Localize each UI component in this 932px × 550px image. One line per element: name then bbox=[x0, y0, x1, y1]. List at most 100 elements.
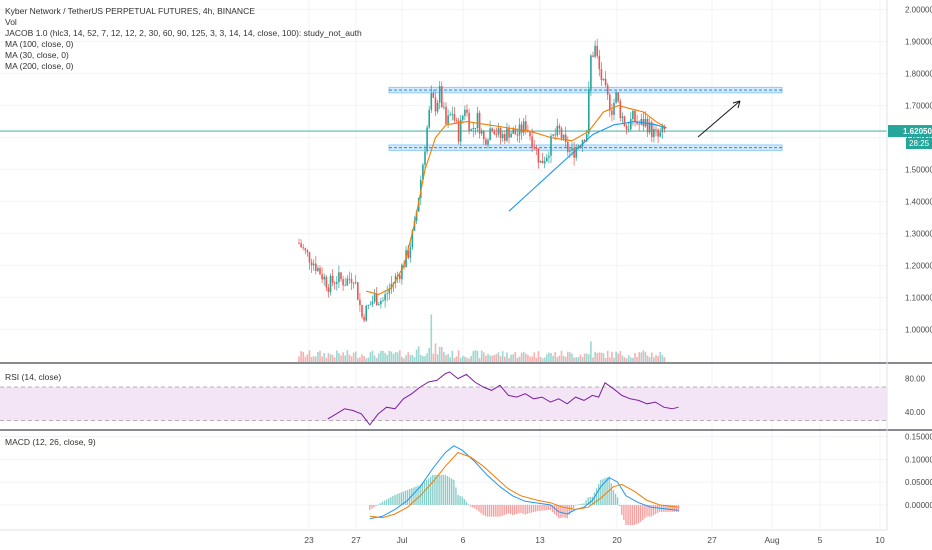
macd-histogram-bar bbox=[675, 504, 678, 512]
volume-bar bbox=[336, 350, 338, 362]
x-tick-label: 5 bbox=[818, 535, 823, 545]
candle-body bbox=[609, 94, 611, 111]
volume-bar bbox=[659, 351, 661, 362]
volume-bar bbox=[325, 357, 328, 362]
volume-bar bbox=[642, 350, 645, 362]
volume-bar bbox=[462, 355, 464, 362]
signal-line bbox=[369, 451, 679, 519]
macd-histogram-bar bbox=[467, 504, 470, 505]
volume-bar bbox=[573, 357, 575, 362]
volume-bar bbox=[522, 351, 525, 362]
macd-histogram-bar bbox=[642, 504, 644, 520]
volume-bar bbox=[401, 357, 403, 362]
macd-histogram-bar bbox=[667, 504, 669, 512]
volume-bar bbox=[367, 357, 370, 362]
macd-histogram-bar bbox=[388, 498, 390, 505]
volume-bar bbox=[417, 346, 420, 362]
volume-bar bbox=[319, 350, 321, 362]
candle-body bbox=[573, 148, 575, 158]
macd-histogram-bar bbox=[589, 496, 591, 505]
macd-histogram-bar bbox=[568, 504, 570, 515]
volume-bar bbox=[636, 356, 638, 362]
macd-histogram-bar bbox=[614, 493, 617, 505]
macd-histogram-bar bbox=[379, 503, 381, 505]
macd-histogram-bar bbox=[537, 504, 539, 511]
macd-histogram-bar bbox=[507, 504, 510, 514]
rsi-tick-label: 40.00 bbox=[905, 408, 926, 417]
candle-body bbox=[445, 106, 447, 124]
indicator-vol: Vol bbox=[5, 17, 17, 27]
macd-histogram-bar bbox=[646, 504, 648, 517]
macd-histogram-bar bbox=[600, 479, 602, 505]
macd-histogram-bar bbox=[553, 504, 556, 515]
candle-body bbox=[359, 299, 361, 306]
macd-histogram-bar bbox=[392, 496, 394, 505]
macd-histogram-bar bbox=[633, 504, 636, 525]
candle-body bbox=[554, 134, 556, 136]
volume-bar bbox=[661, 354, 664, 362]
candle-body bbox=[453, 113, 456, 121]
macd-histogram-bar bbox=[438, 474, 440, 505]
y-tick-label: 2.00000 bbox=[905, 6, 932, 15]
volume-bar bbox=[499, 356, 502, 362]
macd-histogram-bar bbox=[409, 489, 411, 505]
macd-pane[interactable] bbox=[369, 445, 680, 525]
candle-body bbox=[504, 134, 506, 141]
volume-bar bbox=[539, 356, 542, 362]
volume-bar bbox=[413, 357, 416, 362]
y-tick-label: 1.40000 bbox=[905, 198, 932, 207]
volume-bar bbox=[529, 356, 531, 362]
candle-body bbox=[365, 305, 367, 321]
volume-bar bbox=[359, 357, 361, 362]
volume-bar bbox=[428, 347, 430, 362]
x-tick-label: 13 bbox=[535, 535, 545, 545]
rsi-label: RSI (14, close) bbox=[5, 372, 62, 382]
volume-bar bbox=[615, 351, 617, 362]
macd-tick-label: 0.05000 bbox=[905, 478, 932, 487]
volume-bar bbox=[478, 357, 481, 362]
macd-histogram-bar bbox=[606, 477, 608, 505]
candle-body bbox=[441, 86, 443, 108]
macd-histogram-bar bbox=[524, 504, 526, 515]
rsi-pane[interactable] bbox=[0, 371, 887, 426]
candle-body bbox=[535, 148, 538, 149]
candle-body bbox=[352, 282, 355, 284]
ma100-line bbox=[508, 121, 667, 212]
macd-histogram-bar bbox=[444, 474, 447, 505]
volume-bar bbox=[489, 355, 491, 362]
candle-body bbox=[380, 300, 382, 305]
macd-tick-label: 0.10000 bbox=[905, 455, 932, 464]
macd-histogram-bar bbox=[593, 492, 596, 505]
volume-bar bbox=[508, 357, 510, 362]
macd-tick-label: 0.15000 bbox=[905, 433, 932, 442]
macd-histogram-bar bbox=[574, 504, 577, 506]
volume-bar bbox=[409, 355, 412, 362]
macd-histogram-bar bbox=[390, 497, 392, 505]
candle-body bbox=[606, 85, 609, 95]
x-tick-label: 20 bbox=[612, 535, 622, 545]
volume-bar bbox=[632, 357, 634, 362]
volume-bar bbox=[648, 357, 651, 362]
candle-body bbox=[342, 279, 344, 286]
macd-histogram-bar bbox=[423, 481, 426, 505]
macd-histogram-bar bbox=[522, 504, 524, 514]
candle-body bbox=[357, 282, 359, 300]
candle-body bbox=[451, 113, 454, 115]
candle-body bbox=[459, 119, 462, 142]
macd-histogram-bar bbox=[373, 504, 375, 508]
candle-body bbox=[428, 109, 430, 128]
volume-bar bbox=[598, 352, 601, 362]
volume-bar bbox=[543, 357, 546, 362]
candle-body bbox=[401, 264, 403, 280]
volume-bar bbox=[302, 351, 304, 362]
price-pane[interactable] bbox=[0, 38, 887, 362]
candle-body bbox=[472, 128, 475, 130]
volume-bar bbox=[590, 341, 592, 362]
candle-body bbox=[651, 122, 653, 137]
candle-body bbox=[409, 247, 412, 258]
candle-body bbox=[604, 78, 607, 86]
macd-histogram-bar bbox=[616, 497, 619, 505]
macd-histogram-bar bbox=[419, 484, 421, 505]
volume-bar bbox=[432, 353, 435, 362]
macd-histogram-bar bbox=[637, 504, 640, 524]
